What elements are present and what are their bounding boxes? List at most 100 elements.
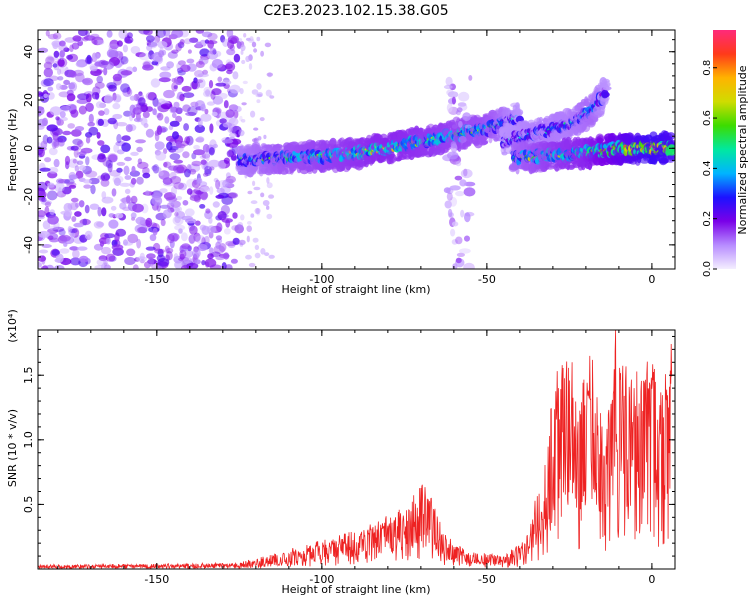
spectrogram-cell [222, 38, 229, 47]
spectrogram-cell [164, 116, 170, 124]
spectrogram-cell [242, 80, 248, 85]
spectrogram-cell [106, 49, 116, 58]
spectrogram-cell [189, 37, 199, 43]
spectrogram-cell [101, 207, 107, 217]
spectrogram-cell [182, 104, 191, 112]
spectrogram-ticks: -150 -100 -50 0 -40 -20 0 20 40 [22, 30, 675, 286]
spectrogram-cell [41, 244, 52, 248]
spectrogram-cell [445, 76, 453, 86]
spectrogram-cell [143, 30, 153, 36]
spectrogram-cell [100, 60, 110, 66]
spectrogram-cell [108, 213, 115, 218]
snr-ticks: -150 -100 -50 0 0.5 1.0 1.5 [22, 330, 675, 586]
spectrogram-cell [196, 177, 202, 185]
spectrogram-cell [124, 36, 134, 44]
spectrogram-cell [85, 170, 98, 178]
spectrogram-cell [170, 176, 182, 184]
spectrogram-cell [112, 113, 123, 120]
spectrogram-cell [208, 80, 214, 89]
spectrogram-cell [47, 182, 55, 188]
spectrogram-cell [233, 53, 241, 63]
spectrogram-cell [71, 197, 79, 203]
spectrogram-cell [157, 258, 170, 267]
spectrogram-cell [103, 61, 114, 70]
spectrogram-cell [100, 174, 106, 181]
spectrogram-cell [159, 188, 168, 194]
spectrogram-cell [48, 147, 58, 156]
spectrogram-cell [85, 56, 93, 65]
spectrogram-cell [447, 151, 459, 160]
y-tick-label: -40 [22, 236, 35, 254]
spectrogram-cell [596, 137, 604, 144]
spectrogram-cell [47, 228, 59, 234]
spectrogram-cell [71, 216, 77, 222]
spectrogram-cell [72, 158, 77, 164]
spectrogram-cell [72, 249, 80, 259]
spectrogram-cell [256, 211, 260, 216]
spectrogram-cell [226, 192, 237, 199]
spectrogram-cell [184, 168, 191, 178]
spectrogram-cell [103, 94, 113, 104]
spectrogram-cell [601, 78, 610, 84]
spectrogram-cell [171, 82, 179, 92]
spectrogram-cell [78, 154, 86, 159]
spectrogram-cell [75, 72, 85, 83]
spectrogram-cell [173, 85, 178, 90]
spectrogram-cell [202, 69, 209, 75]
colorbar-ticks: 0.0 0.2 0.4 0.6 0.8 [702, 60, 717, 277]
spectrogram-cell [66, 181, 77, 188]
spectrogram-cell [665, 155, 675, 163]
spectrogram-cell [114, 50, 123, 59]
spectrogram-cell [74, 144, 82, 151]
spectrogram-cell [238, 129, 245, 137]
spectrogram-cell [136, 256, 148, 262]
spectrogram-cell [152, 164, 160, 174]
spectrogram-cell [207, 253, 214, 260]
spectrogram-cell [57, 68, 62, 75]
spectrogram-cell [171, 78, 177, 83]
spectrogram-cell [96, 221, 105, 227]
spectrogram-cell [79, 255, 89, 263]
spectrogram-cell [218, 92, 228, 100]
spectrogram-cell [77, 93, 90, 100]
spectrogram-cell [173, 164, 185, 174]
spectrogram-cell [66, 103, 77, 111]
spectrogram-cell [190, 101, 199, 108]
spectrogram-cell [168, 232, 180, 242]
spectrogram-cell [84, 204, 90, 214]
spectrogram-cell [88, 177, 100, 185]
spectrogram-cell [205, 89, 211, 97]
spectrogram-cell [216, 187, 225, 194]
spectrogram-cell [145, 128, 154, 138]
x-tick-label: -50 [478, 273, 496, 286]
spectrogram-cell [110, 205, 117, 211]
spectrogram-cell [601, 91, 610, 98]
spectrogram-cell [77, 140, 84, 148]
spectrogram-cell [87, 121, 95, 127]
spectrogram-cell [122, 44, 128, 53]
spectrogram-cell [456, 252, 465, 257]
snr-frame [37, 329, 676, 570]
spectrogram-cell [266, 182, 273, 189]
spectrogram-cell [256, 83, 262, 90]
spectrogram-cell [173, 101, 180, 109]
x-tick-label: 0 [648, 273, 655, 286]
spectrogram-cell [221, 218, 233, 223]
spectrogram-cell [226, 30, 234, 39]
spectrogram-cell [89, 203, 100, 210]
spectrogram-cell [230, 258, 238, 264]
spectrogram-cell [76, 98, 89, 104]
spectrogram-cell [82, 179, 93, 184]
spectrogram-cell [51, 249, 60, 256]
spectrogram-cell [138, 30, 150, 35]
spectrogram-cell [168, 200, 175, 206]
spectrogram-cell [46, 124, 58, 132]
spectrogram-cell [241, 59, 246, 65]
spectrogram-cell [215, 179, 221, 190]
spectrogram-cell [265, 89, 272, 97]
spectrogram-cell [113, 177, 121, 186]
spectrogram-cell [38, 210, 46, 218]
spectrogram-cell [120, 83, 130, 93]
spectrogram-cell [75, 61, 87, 68]
spectrogram-cell [248, 63, 253, 70]
